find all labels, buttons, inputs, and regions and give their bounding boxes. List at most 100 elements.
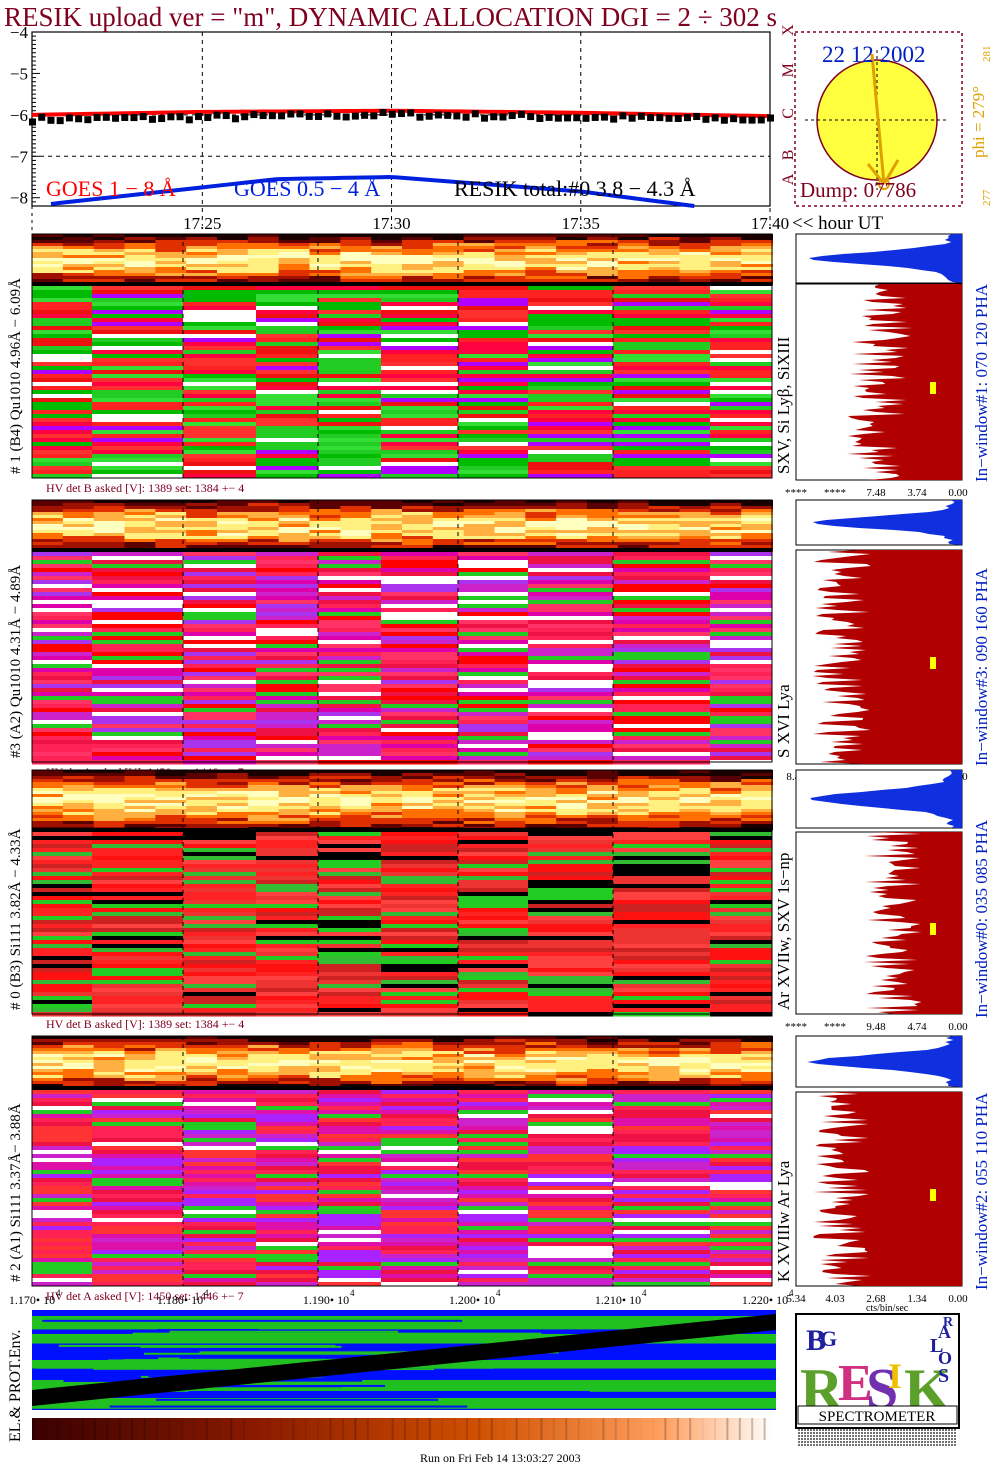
spectrogram-cell-hot <box>309 524 342 528</box>
spectrogram-cell-hot <box>525 539 558 543</box>
spectrogram-cell <box>381 1230 459 1235</box>
spectrogram-cell <box>256 856 319 861</box>
spectrogram-cell <box>183 664 257 669</box>
spectrogram-cell <box>183 940 257 945</box>
spectrogram-cell-hot <box>587 264 619 268</box>
spectrogram-cell-hot <box>155 1069 188 1073</box>
spectrogram-cell <box>528 1258 614 1263</box>
spectrogram-cell-hot <box>309 806 342 810</box>
spectrogram-cell <box>458 418 529 423</box>
spectrogram-cell <box>458 588 529 593</box>
spectrogram-cell-hot <box>525 1072 558 1076</box>
spectrogram-cell <box>92 446 184 451</box>
spectrogram-cell-hot <box>371 539 403 543</box>
spectrogram-cell <box>458 660 529 665</box>
spectrogram-cell-hot <box>62 530 95 534</box>
spectrogram-cell <box>32 576 93 581</box>
spectrogram-cell <box>381 636 459 641</box>
spectrogram-cell-hot <box>648 1036 681 1040</box>
spectrogram-cell <box>318 964 382 969</box>
spectrogram-cell <box>381 748 459 753</box>
spectrogram-cell <box>381 696 459 701</box>
spectrogram-cell-hot <box>186 773 218 777</box>
spectrogram-cell <box>613 884 711 889</box>
spectrogram-cell <box>458 1106 529 1111</box>
spectrogram-cell-hot <box>278 545 311 549</box>
spectrogram-cell <box>32 588 93 593</box>
spectrogram-cell-hot <box>494 773 527 777</box>
spectrogram-cell <box>381 992 459 997</box>
spectrogram-cell-hot <box>124 255 157 259</box>
spectrogram-cell-hot <box>494 503 527 507</box>
spectrogram-cell <box>256 1142 319 1147</box>
spectrogram-cell-hot <box>186 794 218 798</box>
spectrogram-cell <box>32 676 93 681</box>
spectrogram-cell-hot <box>402 267 434 271</box>
spectrogram-cell-hot <box>217 1045 249 1049</box>
spectrogram-cell <box>92 402 184 407</box>
spectrogram-cell <box>613 908 711 913</box>
spectrogram-cell <box>32 696 93 701</box>
spectrogram-cell-hot <box>247 806 280 810</box>
spectrogram-cell-hot <box>494 524 527 528</box>
spectrogram-cell-hot <box>741 1063 773 1067</box>
spectrogram-cell <box>183 932 257 937</box>
spectrogram-cell-hot <box>186 509 218 513</box>
resik-total-point <box>647 114 655 122</box>
spectrogram-cell-hot <box>32 252 64 256</box>
spectrogram-cell-hot <box>93 818 126 822</box>
spectrogram-cell-hot <box>62 267 95 271</box>
spectrogram-cell-hot <box>247 812 280 816</box>
spectrogram-cell-hot <box>155 524 188 528</box>
resik-total-point <box>370 112 378 120</box>
spectrogram-cell <box>710 346 773 351</box>
spectrogram-cell-hot <box>340 512 373 516</box>
spectrogram-cell-hot <box>93 1081 126 1085</box>
spectrogram-cell <box>256 1258 319 1263</box>
spectrogram-cell-hot <box>309 1069 342 1073</box>
colorbar-stripe <box>180 1418 183 1440</box>
spectrogram-cell <box>256 322 319 327</box>
spectrogram-cell-hot <box>648 779 681 783</box>
spectrogram-cell <box>318 1110 382 1115</box>
spectrogram-cell <box>458 474 529 479</box>
spectrogram-cell <box>528 1138 614 1143</box>
spectrogram-cell-hot <box>155 794 188 798</box>
spectrogram-cell <box>613 1138 711 1143</box>
spectrogram-cell <box>613 1130 711 1135</box>
spectrogram-cell-hot <box>617 258 650 262</box>
spectrogram-cell-hot <box>247 237 280 241</box>
spectrogram-cell <box>183 636 257 641</box>
spectrogram-cell-hot <box>247 800 280 804</box>
spectrogram-cell-hot <box>340 258 373 262</box>
spectrogram-cell-hot <box>124 267 157 271</box>
spectrogram-cell <box>183 1098 257 1103</box>
spectrogram-cell <box>528 1262 614 1267</box>
spectrogram-cell-hot <box>186 521 218 525</box>
spectrogram-cell-hot <box>402 255 434 259</box>
spectrogram-cell <box>183 552 257 557</box>
spectrogram-cell-hot <box>247 521 280 525</box>
spectrogram-cell <box>528 876 614 881</box>
spectrogram-cell-hot <box>432 812 465 816</box>
spectrogram-cell-hot <box>340 539 373 543</box>
spectrogram-cell <box>710 836 773 841</box>
spectrogram-cell <box>710 952 773 957</box>
spectrogram-cell <box>256 956 319 961</box>
spectrogram-cell <box>381 564 459 569</box>
spectrogram-cell <box>92 956 184 961</box>
colorbar-stripe <box>205 1418 208 1440</box>
spectrogram-cell-hot <box>648 803 681 807</box>
spectrogram-cell-hot <box>525 1066 558 1070</box>
spectrogram-cell-hot <box>587 1081 619 1085</box>
spectrogram-cell-hot <box>340 1063 373 1067</box>
spectrogram-cell <box>256 394 319 399</box>
spectrogram-cell <box>458 1194 529 1199</box>
resik-total-point <box>287 110 295 118</box>
spectrogram-cell-hot <box>371 500 403 504</box>
spectrogram-cell <box>318 556 382 561</box>
spectrogram-cell <box>32 644 93 649</box>
spectrogram-cell <box>613 294 711 299</box>
spectrogram-cell <box>32 896 93 901</box>
colorbar-stripe <box>156 1418 158 1440</box>
